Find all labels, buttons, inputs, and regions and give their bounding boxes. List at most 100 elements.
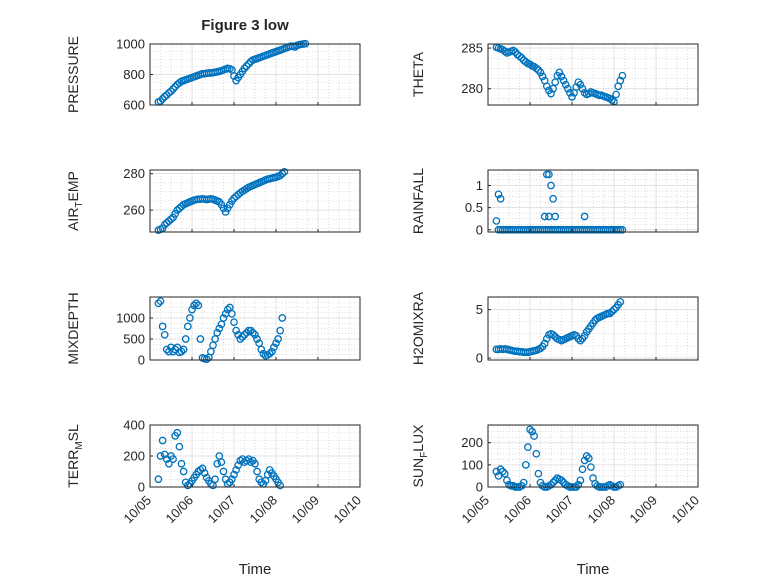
- data-point: [280, 167, 289, 176]
- subplot-8: 0 100 200 SUNFLUX 10/05 10/06 10/07 10/08 10/09 1…: [410, 424, 702, 578]
- data-point: [515, 52, 524, 61]
- x-tick-label: 10/06: [163, 493, 197, 527]
- y-tick-label: 200: [461, 435, 483, 450]
- data-point: [618, 71, 627, 80]
- y-tick-label: 100: [461, 457, 483, 472]
- data-point: [270, 343, 278, 352]
- data-point: [509, 46, 518, 55]
- data-point: [230, 318, 238, 327]
- x-tick-label: 10/09: [289, 493, 323, 527]
- y-tick-label: 1: [476, 178, 483, 193]
- axes-box: [487, 43, 699, 106]
- data-point: [190, 301, 198, 310]
- y-axis-label: AIRTEMP: [65, 171, 85, 231]
- data-point: [612, 90, 620, 99]
- data-point: [528, 427, 536, 436]
- subplot-3: 260 280 AIRTEMP: [65, 166, 361, 235]
- data-point: [559, 76, 568, 85]
- data-point: [238, 333, 247, 341]
- data-point: [171, 82, 180, 91]
- data-point: [576, 336, 585, 345]
- data-point: [547, 480, 555, 489]
- data-point: [215, 324, 224, 333]
- data-point: [549, 194, 557, 203]
- data-point: [542, 82, 551, 91]
- data-point: [246, 57, 255, 66]
- data-point: [587, 463, 595, 471]
- data-point: [244, 59, 253, 68]
- data-point: [496, 194, 505, 203]
- x-axis-label: Time: [239, 561, 272, 578]
- data-point: [175, 79, 184, 87]
- data-point: [542, 334, 551, 343]
- data-point: [194, 301, 203, 310]
- data-point: [156, 452, 165, 460]
- x-tick-label: 10/09: [627, 493, 661, 527]
- data-point: [524, 443, 532, 451]
- data-point: [167, 215, 175, 224]
- data-point: [557, 72, 566, 81]
- data-point: [223, 305, 232, 314]
- data-point: [246, 458, 255, 467]
- subplot-2: 280 285 THETA: [410, 41, 699, 106]
- y-tick-label: 1000: [116, 37, 145, 52]
- y-axis-label: SUNFLUX: [410, 424, 430, 488]
- x-tick-label: 10/08: [247, 493, 281, 527]
- data-point: [249, 328, 257, 337]
- data-point: [555, 68, 564, 77]
- data-point: [578, 465, 587, 474]
- y-tick-label: 500: [123, 332, 145, 347]
- subplot-5: 0 500 1000 MIXDEPTH: [65, 292, 361, 368]
- data-point: [616, 297, 625, 306]
- subplot-6: 0 5 H2OMIXRA: [410, 291, 699, 366]
- data-point: [160, 92, 169, 101]
- data-point: [568, 93, 576, 101]
- data-point: [532, 449, 541, 458]
- data-point: [566, 88, 574, 97]
- axes-box: [149, 169, 361, 233]
- data-point: [158, 436, 167, 445]
- data-point: [169, 455, 177, 463]
- y-tick-label: 0: [476, 480, 483, 495]
- data-point: [530, 432, 539, 440]
- data-point: [534, 469, 543, 478]
- data-point: [192, 299, 201, 308]
- data-point: [217, 458, 226, 467]
- axes-box: [149, 296, 361, 361]
- data-point: [576, 80, 585, 89]
- data-point: [162, 91, 171, 99]
- y-tick-label: 285: [461, 41, 483, 56]
- data-point: [561, 80, 570, 89]
- x-tick-label: 10/06: [501, 493, 535, 527]
- data-point: [183, 481, 192, 490]
- data-point: [236, 335, 245, 343]
- data-point: [549, 478, 557, 487]
- data-point: [179, 345, 188, 354]
- data-point: [618, 225, 627, 234]
- data-point: [574, 480, 583, 489]
- y-tick-label: 0: [476, 222, 483, 237]
- y-axis-label: PRESSURE: [65, 36, 81, 113]
- data-point: [492, 217, 501, 225]
- data-point: [265, 349, 274, 358]
- data-point: [526, 425, 534, 434]
- y-axis-label: H2OMIXRA: [410, 291, 426, 365]
- data-point: [521, 461, 530, 469]
- data-point: [549, 330, 557, 339]
- data-point: [253, 467, 261, 476]
- data-point: [498, 467, 507, 476]
- data-point: [605, 309, 614, 318]
- data-point: [219, 314, 228, 322]
- y-axis-label: TERRMSL: [65, 424, 85, 488]
- data-point: [536, 68, 545, 77]
- axes-box: [487, 424, 699, 488]
- y-tick-label: 260: [123, 203, 145, 218]
- x-tick-label: 10/10: [331, 493, 365, 527]
- data-point: [183, 322, 192, 331]
- data-point: [276, 481, 285, 490]
- data-point: [246, 326, 255, 335]
- y-tick-label: 0: [138, 480, 145, 495]
- data-point: [179, 467, 188, 476]
- data-point: [610, 305, 618, 314]
